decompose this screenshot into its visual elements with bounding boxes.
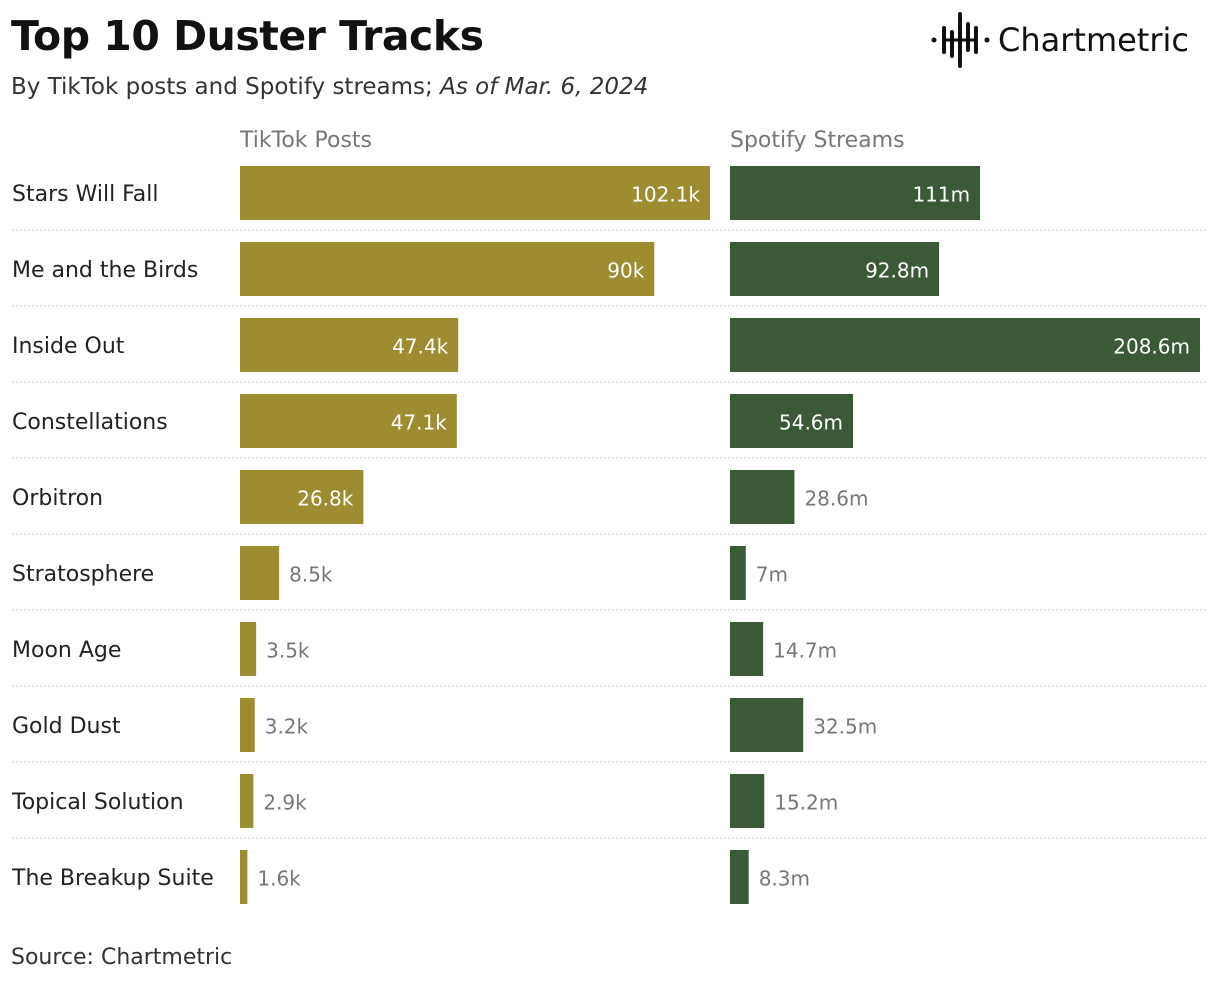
tiktok-bar <box>240 622 257 676</box>
chart-subtitle: By TikTok posts and Spotify streams; As … <box>11 74 648 100</box>
category-label: Moon Age <box>12 638 121 663</box>
tiktok-value-label: 26.8k <box>297 487 354 511</box>
spotify-bar <box>730 546 746 600</box>
spotify-header: Spotify Streams <box>730 128 905 153</box>
logo-text: Chartmetric <box>998 21 1189 59</box>
spotify-bar <box>730 698 804 752</box>
chart-title: Top 10 Duster Tracks <box>11 12 484 60</box>
category-label: Topical Solution <box>11 790 184 815</box>
spotify-bar <box>730 470 795 524</box>
spotify-value-label: 8.3m <box>759 867 810 891</box>
chartmetric-logo: Chartmetric <box>930 10 1189 70</box>
tiktok-value-label: 3.2k <box>265 715 309 739</box>
subtitle-date: As of Mar. 6, 2024 <box>440 74 649 100</box>
spotify-value-label: 92.8m <box>865 259 929 283</box>
category-label: Inside Out <box>12 334 125 359</box>
spotify-bar <box>730 622 764 676</box>
category-label: Me and the Birds <box>12 258 198 283</box>
spotify-value-label: 54.6m <box>779 411 843 435</box>
tiktok-value-label: 47.1k <box>391 411 448 435</box>
tiktok-value-label: 90k <box>607 259 644 283</box>
subtitle-text: By TikTok posts and Spotify streams; <box>11 74 433 100</box>
spotify-value-label: 111m <box>912 183 970 207</box>
tiktok-value-label: 2.9k <box>263 791 307 815</box>
tiktok-bar <box>240 318 459 372</box>
tiktok-value-label: 8.5k <box>289 563 333 587</box>
tiktok-bar <box>240 698 255 752</box>
spotify-bar <box>730 166 981 220</box>
spotify-value-label: 14.7m <box>773 639 837 663</box>
category-label: The Breakup Suite <box>11 866 214 891</box>
spotify-bar <box>730 318 1200 372</box>
tiktok-value-label: 1.6k <box>257 867 301 891</box>
tiktok-value-label: 3.5k <box>266 639 310 663</box>
spotify-bar <box>730 242 940 296</box>
spotify-value-label: 208.6m <box>1113 335 1190 359</box>
spotify-bar <box>730 850 749 904</box>
tiktok-value-label: 102.1k <box>631 183 700 207</box>
category-label: Stars Will Fall <box>12 182 159 207</box>
tiktok-bar <box>240 850 248 904</box>
spotify-bar <box>730 394 854 448</box>
category-label: Stratosphere <box>12 562 154 587</box>
spotify-value-label: 28.6m <box>804 487 868 511</box>
tiktok-bar <box>240 394 457 448</box>
spotify-value-label: 15.2m <box>774 791 838 815</box>
source-note: Source: Chartmetric <box>11 945 233 970</box>
spotify-bar <box>730 774 765 828</box>
tiktok-bar <box>240 774 254 828</box>
spotify-value-label: 7m <box>756 563 788 587</box>
tiktok-bar <box>240 470 364 524</box>
tiktok-value-label: 47.4k <box>392 335 449 359</box>
tiktok-bar <box>240 166 710 220</box>
spotify-value-label: 32.5m <box>813 715 877 739</box>
tiktok-header: TikTok Posts <box>240 128 372 153</box>
tiktok-bar <box>240 546 280 600</box>
category-label: Constellations <box>12 410 168 435</box>
waveform-icon <box>931 12 990 68</box>
tiktok-bar <box>240 242 655 296</box>
category-label: Gold Dust <box>12 714 121 739</box>
category-label: Orbitron <box>12 486 103 511</box>
